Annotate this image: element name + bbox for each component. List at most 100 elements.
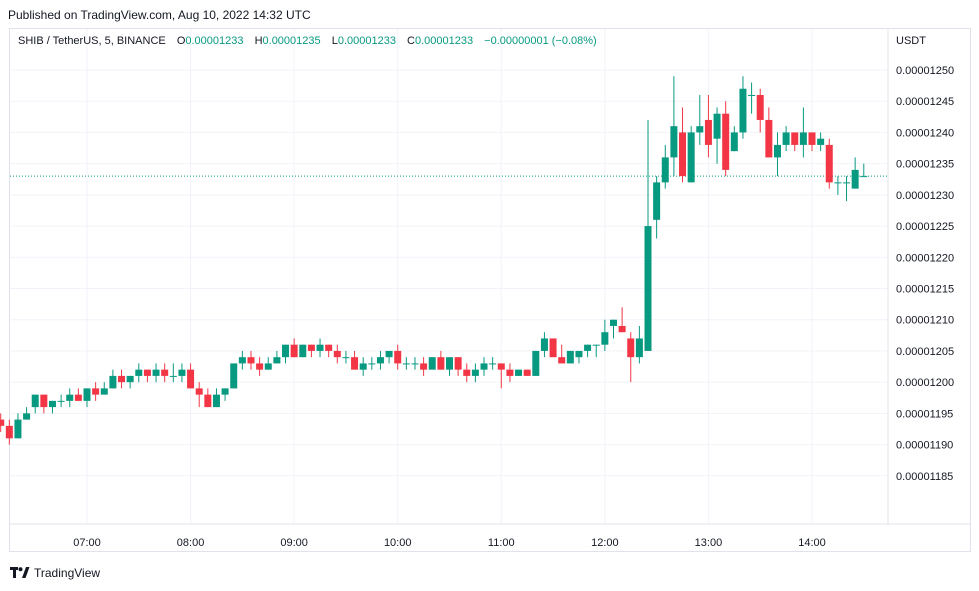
candle[interactable] <box>135 363 143 383</box>
candle[interactable] <box>83 388 91 408</box>
candle[interactable] <box>359 357 367 376</box>
candle[interactable] <box>480 357 488 376</box>
candle[interactable] <box>264 357 272 370</box>
candle[interactable] <box>739 76 747 139</box>
candle[interactable] <box>66 388 74 408</box>
candle[interactable] <box>48 400 56 414</box>
candle[interactable] <box>549 338 557 358</box>
candle[interactable] <box>592 344 600 358</box>
candle[interactable] <box>463 363 471 383</box>
candle[interactable] <box>713 107 721 164</box>
candle[interactable] <box>195 382 203 408</box>
candle[interactable] <box>454 357 462 376</box>
candle[interactable] <box>40 394 48 414</box>
candle[interactable] <box>316 338 324 358</box>
candle[interactable] <box>14 413 22 439</box>
candle[interactable] <box>57 394 65 408</box>
candle[interactable] <box>178 363 186 383</box>
candle[interactable] <box>143 369 151 383</box>
candle[interactable] <box>782 126 790 152</box>
candle[interactable] <box>497 363 505 389</box>
candlestick-chart[interactable]: 0.00001250 0.00001245 0.00001240 0.00001235… <box>0 0 979 560</box>
candle[interactable] <box>765 107 773 158</box>
candle[interactable] <box>74 388 82 401</box>
candle[interactable] <box>799 107 807 158</box>
candle[interactable] <box>523 369 531 376</box>
candle[interactable] <box>161 363 169 383</box>
candle[interactable] <box>152 363 160 383</box>
candle[interactable] <box>653 176 661 239</box>
candle[interactable] <box>773 132 781 177</box>
candle[interactable] <box>411 357 419 370</box>
candle[interactable] <box>756 88 764 133</box>
candle[interactable] <box>126 375 134 389</box>
candle[interactable] <box>515 369 523 376</box>
candle[interactable] <box>428 357 436 370</box>
candle[interactable] <box>100 382 108 395</box>
candle[interactable] <box>748 82 756 114</box>
candle[interactable] <box>644 119 652 351</box>
candle[interactable] <box>230 363 238 389</box>
candle[interactable] <box>584 344 592 358</box>
candle[interactable] <box>187 363 195 389</box>
candle[interactable] <box>437 350 445 370</box>
candle[interactable] <box>635 325 643 364</box>
candle[interactable] <box>299 344 307 358</box>
candle[interactable] <box>834 176 842 195</box>
candle[interactable] <box>566 350 574 364</box>
candle[interactable] <box>247 350 255 370</box>
candle[interactable] <box>532 350 540 376</box>
candle[interactable] <box>212 388 220 408</box>
candle[interactable] <box>118 369 126 389</box>
candle[interactable] <box>618 307 626 333</box>
candle[interactable] <box>325 344 333 358</box>
candle[interactable] <box>696 94 704 145</box>
candle[interactable] <box>0 413 5 433</box>
candle[interactable] <box>679 107 687 183</box>
candle[interactable] <box>5 419 13 445</box>
candle[interactable] <box>670 76 678 177</box>
candle[interactable] <box>687 126 695 183</box>
candle[interactable] <box>808 132 816 152</box>
candle[interactable] <box>661 144 669 189</box>
candle[interactable] <box>351 350 359 370</box>
candle[interactable] <box>420 357 428 376</box>
candle[interactable] <box>238 350 246 370</box>
candle[interactable] <box>506 363 514 383</box>
candle[interactable] <box>333 344 341 364</box>
candle[interactable] <box>489 357 497 370</box>
candle[interactable] <box>92 382 100 401</box>
candle[interactable] <box>221 388 229 401</box>
candle[interactable] <box>791 132 799 152</box>
candle[interactable] <box>825 138 833 189</box>
candle[interactable] <box>23 407 31 420</box>
candle[interactable] <box>575 350 583 364</box>
candle[interactable] <box>851 157 859 189</box>
candle[interactable] <box>446 357 453 376</box>
candle[interactable] <box>368 357 376 370</box>
candle[interactable] <box>109 369 117 389</box>
candle[interactable] <box>394 344 402 370</box>
candle[interactable] <box>843 176 851 202</box>
candle[interactable] <box>256 357 264 376</box>
candle[interactable] <box>31 394 39 414</box>
candle[interactable] <box>722 101 730 177</box>
candle[interactable] <box>540 332 548 358</box>
footer-brand[interactable]: TradingView <box>10 566 100 580</box>
candle[interactable] <box>860 163 868 178</box>
candle[interactable] <box>290 338 298 358</box>
candle[interactable] <box>273 350 281 364</box>
candle[interactable] <box>385 350 393 364</box>
candle[interactable] <box>471 363 479 383</box>
candle[interactable] <box>169 363 177 383</box>
candle[interactable] <box>402 357 410 370</box>
candle[interactable] <box>601 319 609 351</box>
candle[interactable] <box>730 126 738 152</box>
candle[interactable] <box>704 94 712 158</box>
candle[interactable] <box>204 388 212 408</box>
candle[interactable] <box>307 344 315 358</box>
candle[interactable] <box>558 344 566 364</box>
candle[interactable] <box>342 350 350 364</box>
chart-frame[interactable] <box>9 28 971 552</box>
candle[interactable] <box>376 350 384 370</box>
